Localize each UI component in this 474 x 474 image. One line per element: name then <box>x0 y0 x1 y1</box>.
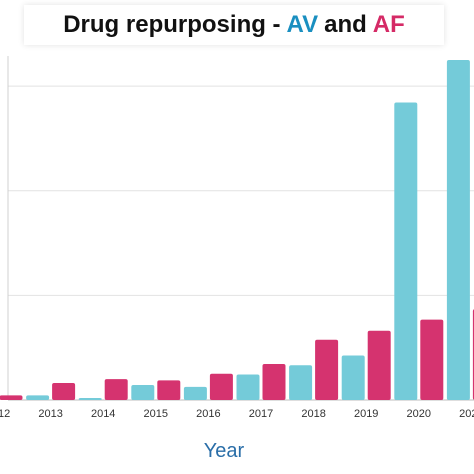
bar-af-2020 <box>420 319 444 400</box>
x-tick-labels: 2012 2013 2014 2015 2016 2017 2018 2019 2020 2021 <box>0 408 474 420</box>
x-tick-label: 2014 <box>91 408 115 420</box>
x-tick-label: 2019 <box>354 408 378 420</box>
title-af: AF <box>372 11 405 38</box>
x-tick-label: 2018 <box>301 408 325 420</box>
bar-af-2016 <box>209 373 233 400</box>
bar-av-2015 <box>131 385 155 400</box>
title-and: and <box>324 11 367 38</box>
bar-av-2017 <box>236 374 260 400</box>
title-prefix: Drug repurposing - <box>63 11 281 38</box>
x-tick-label: 2013 <box>38 408 62 420</box>
bar-af-2018 <box>315 339 339 400</box>
bar-av-2018 <box>289 365 313 400</box>
bar-av-2014 <box>78 398 102 400</box>
x-tick-label: 2015 <box>144 408 168 420</box>
bar-af-2017 <box>262 364 286 400</box>
bar-af-2015 <box>157 380 181 400</box>
x-axis-title: Year <box>204 440 245 462</box>
title-av: AV <box>286 11 319 38</box>
x-tick-label: 2016 <box>196 408 220 420</box>
bar-av-2020 <box>394 102 418 400</box>
bar-av-2021 <box>446 60 470 400</box>
bar-av-2019 <box>341 355 365 400</box>
bar-af-2012 <box>0 395 23 400</box>
chart-title: Drug repurposing - AV and AF <box>24 5 444 45</box>
bars <box>0 60 474 400</box>
bar-av-2013 <box>26 395 50 400</box>
bar-af-2014 <box>104 379 128 400</box>
x-tick-label: 2017 <box>249 408 273 420</box>
x-tick-label: 2020 <box>407 408 431 420</box>
x-tick-label: 2012 <box>0 408 10 420</box>
bar-af-2019 <box>367 330 391 400</box>
bar-af-2013 <box>52 383 76 400</box>
bar-av-2016 <box>183 386 207 400</box>
x-tick-label: 2021 <box>459 408 474 420</box>
